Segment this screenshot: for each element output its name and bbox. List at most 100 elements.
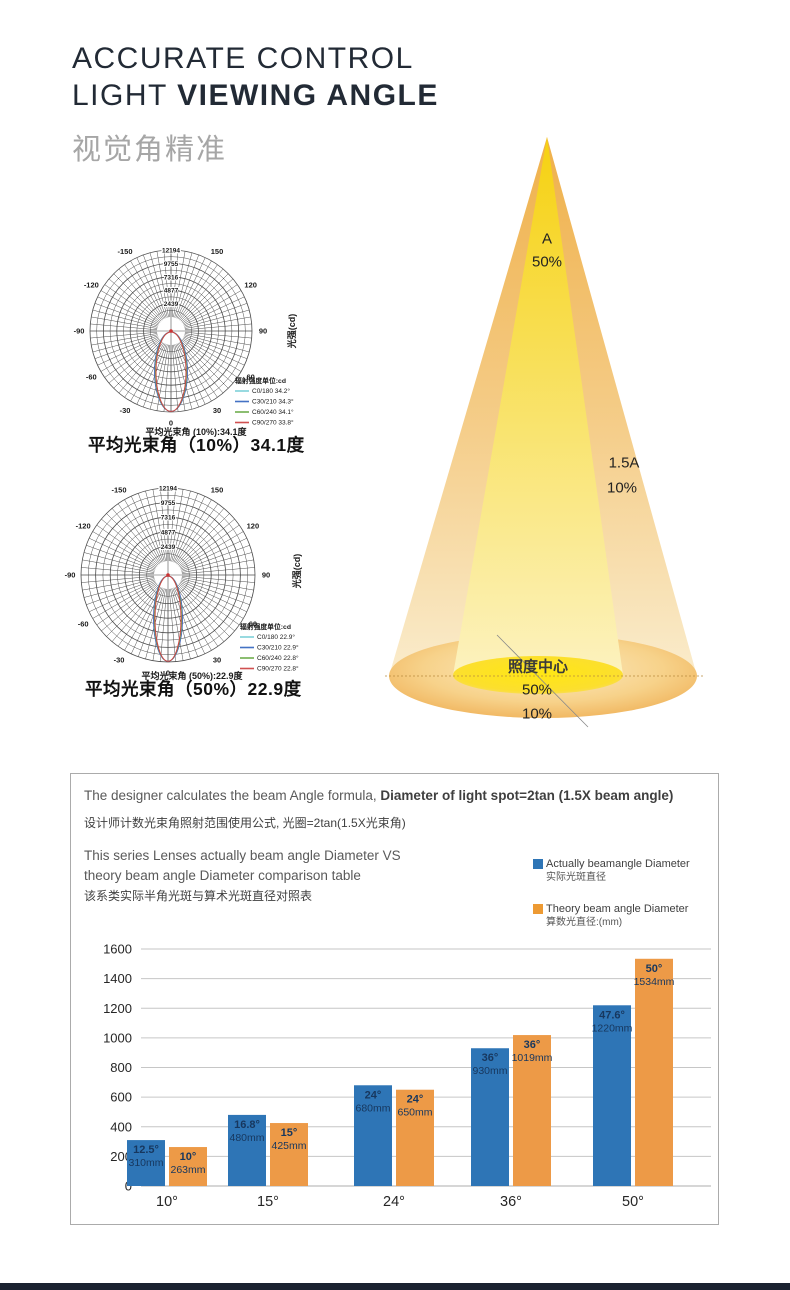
svg-text:15°: 15°: [257, 1194, 279, 1210]
svg-text:-90: -90: [74, 327, 85, 336]
description-line1: This series Lenses actually beam angle D…: [84, 848, 401, 863]
svg-text:C30/210 34.3°: C30/210 34.3°: [252, 398, 294, 406]
polar-caption-10pct: 平均光束角（10%）34.1度: [88, 435, 305, 455]
beam-label-a-pct: 50%: [531, 253, 563, 271]
title-line2: LIGHT VIEWING ANGLE: [72, 77, 439, 114]
svg-text:7316: 7316: [164, 274, 179, 281]
formula-bold: Diameter of light spot=2tan (1.5X beam a…: [380, 788, 674, 803]
title-light: LIGHT: [72, 79, 178, 112]
polar-diagram-50pct-svg: 2439 4877 7316 9755 12194 -150 -120 -90 -60 -30 0 3…: [65, 485, 302, 678]
svg-text:47.6°: 47.6°: [599, 1009, 625, 1021]
svg-text:-30: -30: [120, 406, 131, 415]
svg-text:-150: -150: [117, 247, 132, 256]
svg-text:C60/240 34.1°: C60/240 34.1°: [252, 408, 294, 416]
svg-text:24°: 24°: [383, 1194, 405, 1210]
formula-regular: The designer calculates the beam Angle f…: [84, 788, 381, 803]
bar-chart-svg: 0200400600800100012001400160012.5°310mm1…: [103, 942, 711, 1210]
svg-text:0: 0: [169, 419, 173, 428]
svg-text:30: 30: [213, 406, 221, 415]
svg-text:1534mm: 1534mm: [634, 976, 675, 988]
svg-text:0: 0: [166, 669, 170, 678]
svg-text:120: 120: [247, 522, 260, 531]
svg-text:2439: 2439: [161, 544, 176, 551]
svg-text:1019mm: 1019mm: [512, 1052, 553, 1064]
polar-diagram-10pct-svg: 2439 4877 7316 9755 12194 -150 -120 -90 -60 -30 0 3…: [74, 247, 297, 428]
svg-text:C0/180 34.2°: C0/180 34.2°: [252, 387, 290, 395]
svg-text:310mm: 310mm: [128, 1157, 163, 1169]
svg-text:930mm: 930mm: [472, 1065, 507, 1077]
spot-50-label: 50%: [521, 681, 553, 699]
svg-text:600: 600: [110, 1090, 132, 1105]
bottom-accent-bar: [0, 1283, 790, 1290]
svg-text:30: 30: [213, 655, 221, 664]
svg-text:263mm: 263mm: [170, 1164, 205, 1176]
title-line1: ACCURATE CONTROL: [72, 42, 414, 75]
svg-text:15°: 15°: [281, 1127, 298, 1139]
beam-label-b: 1.5A: [608, 454, 640, 472]
description-chinese: 该系类实际半角光斑与算术光斑直径对照表: [84, 889, 313, 903]
svg-text:480mm: 480mm: [229, 1132, 264, 1144]
svg-text:12194: 12194: [159, 486, 177, 493]
description-line2: theory beam angle Diameter comparison ta…: [84, 868, 361, 883]
svg-text:辐射强度单位:cd: 辐射强度单位:cd: [240, 622, 291, 631]
legend-actual: Actually beamangle Diameter 实际光斑直径: [533, 858, 713, 884]
svg-text:-60: -60: [78, 620, 89, 629]
svg-text:光强(cd): 光强(cd): [291, 554, 302, 590]
legend-theory-label-cn: 算数光直径:(mm): [546, 917, 623, 928]
svg-text:4877: 4877: [161, 529, 176, 536]
svg-text:50°: 50°: [646, 963, 663, 975]
svg-text:10°: 10°: [180, 1151, 197, 1163]
polar-footnote-50pct: 平均光束角 (50%):22.9度: [141, 671, 243, 681]
svg-text:C90/270 22.8°: C90/270 22.8°: [257, 665, 299, 673]
legend-actual-label-cn: 实际光斑直径: [546, 872, 606, 883]
svg-text:辐射强度单位:cd: 辐射强度单位:cd: [235, 376, 286, 385]
legend-theory-swatch: [533, 904, 543, 914]
svg-text:-30: -30: [114, 655, 125, 664]
svg-text:光强(cd): 光强(cd): [286, 314, 297, 350]
svg-text:C60/240 22.8°: C60/240 22.8°: [257, 654, 299, 662]
svg-text:200: 200: [110, 1149, 132, 1164]
beam-label-a: A: [541, 230, 553, 248]
polar-footnote-10pct: 平均光束角 (10%):34.1度: [145, 427, 247, 437]
svg-text:2439: 2439: [164, 301, 179, 308]
formula-chinese: 设计师计数光束角照射范围使用公式, 光圈=2tan(1.5X光束角): [84, 816, 406, 830]
svg-text:50°: 50°: [622, 1194, 644, 1210]
subtitle-chinese: 视觉角精准: [72, 134, 228, 166]
polar-caption-50pct: 平均光束角（50%）22.9度: [85, 679, 302, 699]
svg-text:9755: 9755: [161, 500, 176, 507]
svg-text:90: 90: [259, 327, 267, 336]
svg-text:-120: -120: [84, 281, 99, 290]
legend-actual-label-en: Actually beamangle Diameter: [546, 858, 690, 870]
svg-text:12194: 12194: [162, 248, 180, 255]
svg-text:C0/180 22.9°: C0/180 22.9°: [257, 633, 295, 641]
svg-text:1000: 1000: [103, 1030, 132, 1045]
beam-cone-illustration: A 50% 1.5A 10% 照度中心 50% 10%: [370, 128, 720, 768]
svg-text:-60: -60: [86, 373, 97, 382]
legend-theory-label-en: Theory beam angle Diameter: [546, 903, 689, 915]
svg-text:60: 60: [247, 373, 255, 382]
beam-cone-svg: [385, 137, 705, 728]
svg-text:7316: 7316: [161, 515, 176, 522]
svg-text:9755: 9755: [164, 261, 179, 268]
svg-text:1200: 1200: [103, 1001, 132, 1016]
svg-text:800: 800: [110, 1060, 132, 1075]
polar-diagram-10pct: 2439 4877 7316 9755 12194 -150 -120 -90 -60 -30 0 3…: [74, 243, 325, 448]
svg-text:1220mm: 1220mm: [592, 1022, 633, 1034]
svg-text:C30/210 22.9°: C30/210 22.9°: [257, 644, 299, 652]
svg-text:425mm: 425mm: [271, 1140, 306, 1152]
svg-text:36°: 36°: [500, 1194, 522, 1210]
svg-text:120: 120: [244, 281, 257, 290]
polar-diagram-50pct: 2439 4877 7316 9755 12194 -150 -120 -90 -60 -30 0 3…: [65, 483, 328, 698]
svg-text:150: 150: [211, 486, 224, 495]
svg-text:680mm: 680mm: [355, 1102, 390, 1114]
svg-text:650mm: 650mm: [397, 1107, 432, 1119]
svg-text:-120: -120: [76, 522, 91, 531]
svg-text:60: 60: [249, 620, 257, 629]
formula-english: The designer calculates the beam Angle f…: [84, 788, 673, 803]
svg-text:24°: 24°: [365, 1089, 382, 1101]
spot-center-label: 照度中心: [507, 658, 569, 676]
title-bold: VIEWING ANGLE: [177, 79, 439, 112]
svg-text:-150: -150: [111, 486, 126, 495]
comparison-box: The designer calculates the beam Angle f…: [70, 773, 719, 1225]
